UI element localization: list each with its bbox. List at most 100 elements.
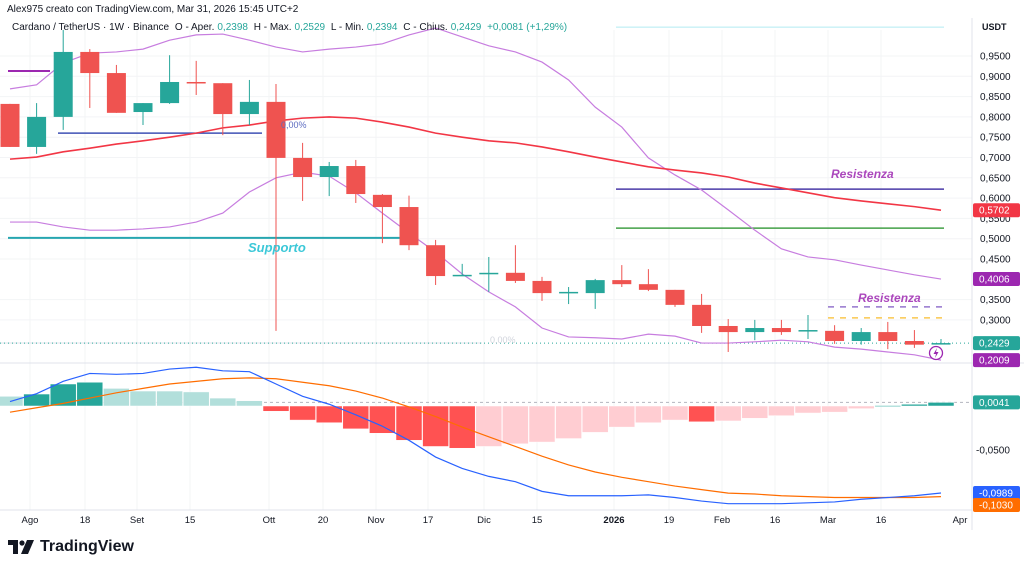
candle-body <box>532 280 552 294</box>
open-value: 0,2398 <box>217 22 248 33</box>
macd-histogram-bar <box>342 405 370 430</box>
candle-body <box>27 116 47 147</box>
price-badge-text: 0,2429 <box>979 339 1010 350</box>
macd-histogram-bar <box>236 400 263 407</box>
open-label: O - Aper. <box>174 22 215 33</box>
fib-percent-label: 0,00% <box>281 120 307 130</box>
bollinger-upper-band <box>9 27 942 280</box>
signal-line-badge-text: -0,1030 <box>979 501 1013 512</box>
candle-body <box>878 332 898 342</box>
fib-percent-label-lower: 0,00% <box>490 335 516 345</box>
change-value: +0,0081 (+1,29%) <box>487 22 568 33</box>
tradingview-logo[interactable]: TradingView <box>8 538 134 556</box>
price-tick-label: 0,4500 <box>980 255 1011 266</box>
candle-body <box>825 330 845 342</box>
candle-body <box>904 341 924 345</box>
candle-body <box>479 272 499 275</box>
macd-histogram-bar <box>741 405 769 419</box>
macd-histogram-bar <box>688 405 715 423</box>
price-badge-text: 0,4006 <box>979 275 1010 286</box>
macd-histogram-bar <box>395 405 423 441</box>
price-tick-label: 0,5000 <box>980 234 1011 245</box>
candle-body <box>133 103 153 113</box>
price-badge-text: 0,5702 <box>979 206 1010 217</box>
high-value: 0,2529 <box>294 22 326 33</box>
time-tick-label: 20 <box>318 515 329 526</box>
macd-histogram-bar <box>76 381 104 407</box>
currency-unit[interactable]: USDT <box>982 22 1007 32</box>
macd-histogram-bar <box>182 391 210 407</box>
price-tick-label: 0,6500 <box>980 173 1011 184</box>
macd-badge-text: 0,0041 <box>979 398 1010 409</box>
support-label: Supporto <box>248 240 306 255</box>
macd-histogram-bar <box>901 403 928 407</box>
macd-badge <box>973 395 1020 410</box>
candle-body <box>851 332 871 342</box>
macd-histogram-bar <box>847 405 875 409</box>
macd-line-badge-text: -0,0989 <box>979 489 1013 500</box>
time-tick-label: Mar <box>820 515 836 526</box>
candle-body <box>505 272 525 281</box>
candle-body <box>346 166 366 195</box>
time-tick-label: 18 <box>80 515 91 526</box>
macd-line <box>9 366 942 505</box>
candle-body <box>612 280 632 285</box>
time-tick-label: Apr <box>953 515 968 526</box>
price-tick-label: 0,9000 <box>980 72 1011 83</box>
candle-body <box>798 330 818 332</box>
time-tick-label: 17 <box>423 515 434 526</box>
price-badge <box>973 272 1020 287</box>
candle-body <box>266 101 286 158</box>
time-tick-label: Set <box>130 515 145 526</box>
price-tick-label: 0,7500 <box>980 133 1011 144</box>
candle-body <box>638 284 658 290</box>
macd-histogram-bar <box>768 405 795 416</box>
time-tick-label: Dic <box>477 515 491 526</box>
candle-body <box>771 328 791 333</box>
candle-body <box>585 280 605 294</box>
time-tick-label: 2026 <box>603 515 624 526</box>
price-tick-label: 0,3000 <box>980 315 1011 326</box>
candle-body <box>399 207 419 246</box>
macd-histogram-bar <box>422 405 449 447</box>
high-label: H - Max. <box>253 22 292 33</box>
candle-body <box>106 73 126 113</box>
candle-body <box>718 325 738 333</box>
resistance-upper-label: Resistenza <box>831 167 894 181</box>
macd-histogram-bar <box>103 388 130 407</box>
macd-histogram-bar <box>369 405 396 434</box>
macd-histogram-bar <box>581 405 609 433</box>
bollinger-lower-band <box>10 171 942 361</box>
candle-body <box>452 274 472 277</box>
price-tick-label: 0,9500 <box>980 52 1011 63</box>
macd-histogram-bar <box>209 397 237 407</box>
price-tick-label: 0,8000 <box>980 112 1011 123</box>
time-tick-label: Feb <box>714 515 730 526</box>
macd-line-badge <box>973 486 1020 500</box>
time-tick-label: 15 <box>185 515 196 526</box>
price-tick-label: 0,6000 <box>980 194 1011 205</box>
time-tick-label: Nov <box>368 515 385 526</box>
moving-average-line <box>9 116 942 211</box>
macd-histogram-bar <box>635 405 662 423</box>
time-tick-label: 16 <box>770 515 781 526</box>
macd-histogram-bar <box>555 405 582 439</box>
time-tick-label: 19 <box>664 515 675 526</box>
lightning-icon-bolt <box>933 348 939 358</box>
macd-histogram-bar <box>502 405 529 445</box>
close-value: 0,2429 <box>450 22 482 33</box>
brand-name: TradingView <box>40 538 134 555</box>
resistance-lower-label: Resistenza <box>858 291 921 305</box>
candle-body <box>692 304 712 326</box>
time-tick-label: 15 <box>532 515 543 526</box>
signal-line-badge <box>973 498 1020 512</box>
macd-signal-line <box>9 377 942 499</box>
macd-histogram-bar <box>156 390 183 407</box>
price-badge <box>973 203 1020 218</box>
price-badge <box>973 353 1020 368</box>
time-tick-label: Ott <box>263 515 276 526</box>
macd-histogram-bar <box>661 405 689 421</box>
candle-body <box>319 166 339 177</box>
macd-histogram-bar <box>874 405 902 407</box>
